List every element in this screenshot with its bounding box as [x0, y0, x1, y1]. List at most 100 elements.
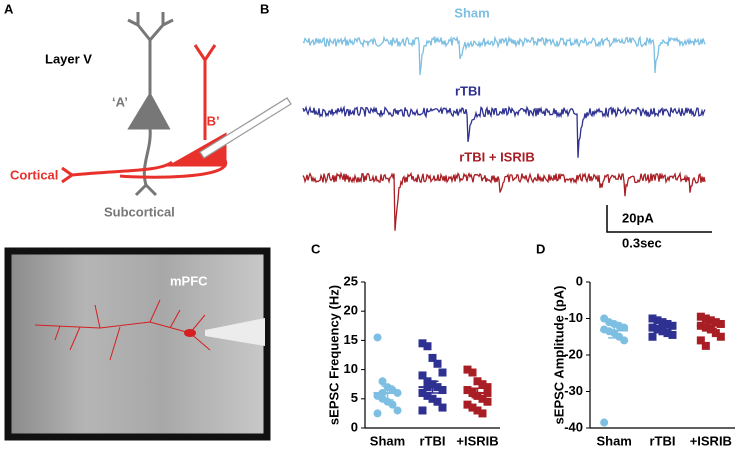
data-point — [463, 386, 472, 395]
data-point — [668, 330, 677, 339]
panel-letter: C — [311, 241, 321, 256]
trace — [302, 105, 706, 158]
data-point — [663, 319, 672, 328]
neuron-diagram: Layer V ‘A’ ‘B’ Cortical Subcortical — [10, 12, 292, 219]
y-tick-label: -30 — [564, 383, 583, 398]
x-tick-label: Sham — [370, 433, 405, 448]
micrograph: mPFC — [4, 247, 271, 441]
data-point — [483, 383, 492, 392]
data-point — [418, 371, 427, 380]
panel-letter: D — [536, 241, 545, 256]
data-point — [658, 318, 667, 327]
error-bar — [426, 380, 439, 394]
x-tick-label: rTBI — [650, 433, 676, 448]
data-point — [373, 409, 382, 418]
data-point — [711, 318, 720, 327]
trace — [302, 171, 706, 231]
data-point — [701, 314, 710, 323]
scale-label: 20pA — [622, 210, 654, 225]
pathway-label: Cortical — [10, 167, 58, 182]
error-bar — [381, 385, 394, 401]
data-point — [433, 359, 442, 368]
data-point — [438, 386, 447, 395]
data-point — [663, 329, 672, 338]
data-point — [696, 312, 705, 321]
data-point — [468, 368, 477, 377]
data-point — [428, 394, 437, 403]
data-point — [706, 325, 715, 334]
pathway-label: Subcortical — [104, 204, 175, 219]
panel-letter: B — [260, 1, 269, 16]
error-bar — [656, 325, 669, 331]
y-tick-label: 25 — [344, 273, 358, 288]
y-tick-label: -10 — [564, 310, 583, 325]
trace-label: rTBI + ISRIB — [459, 149, 535, 164]
trace-label: Sham — [454, 5, 489, 20]
data-point — [388, 400, 397, 409]
data-point — [478, 394, 487, 403]
neuron-label: ‘B’ — [203, 113, 220, 128]
data-point — [418, 339, 427, 348]
data-point — [648, 314, 657, 323]
data-point — [418, 406, 427, 415]
error-bar — [704, 322, 717, 330]
image-label: mPFC — [170, 273, 208, 288]
trace — [302, 35, 706, 76]
x-tick-label: +ISRIB — [456, 433, 498, 448]
data-point — [668, 321, 677, 330]
y-tick-label: 15 — [344, 332, 358, 347]
data-point — [418, 388, 427, 397]
error-bar — [608, 322, 621, 339]
layer-label: Layer V — [45, 51, 92, 66]
data-point — [463, 400, 472, 409]
data-point — [393, 406, 402, 415]
neuron-label: ‘A’ — [112, 94, 128, 109]
data-point — [378, 377, 387, 386]
panel-letter: A — [4, 1, 14, 16]
data-point — [711, 329, 720, 338]
data-point — [648, 332, 657, 341]
data-point — [706, 316, 715, 325]
data-point — [438, 403, 447, 412]
data-point — [600, 418, 609, 427]
y-tick-label: 0 — [351, 419, 358, 434]
data-point — [428, 353, 437, 362]
y-axis-title: sEPSC Frequency (Hz) — [326, 285, 341, 425]
data-point — [716, 332, 725, 341]
data-point — [478, 409, 487, 418]
y-tick-label: 10 — [344, 361, 358, 376]
x-tick-label: rTBI — [420, 433, 446, 448]
scale-label: 0.3sec — [622, 235, 662, 250]
data-point — [473, 377, 482, 386]
data-point — [473, 406, 482, 415]
data-point — [658, 327, 667, 336]
data-point — [438, 368, 447, 377]
trace-label: rTBI — [455, 83, 481, 98]
data-point — [423, 391, 432, 400]
data-point — [483, 397, 492, 406]
y-axis-title: sEPSC Amplitude (pA) — [551, 286, 566, 425]
y-tick-label: -20 — [564, 346, 583, 361]
data-point — [653, 316, 662, 325]
error-bar — [471, 387, 484, 399]
x-tick-label: +ISRIB — [690, 433, 732, 448]
data-point — [696, 336, 705, 345]
data-point — [478, 380, 487, 389]
data-point — [468, 403, 477, 412]
data-point — [620, 336, 629, 345]
data-point — [423, 342, 432, 351]
y-tick-label: 20 — [344, 303, 358, 318]
data-point — [463, 365, 472, 374]
y-tick-label: -40 — [564, 419, 583, 434]
traces: Sham rTBI rTBI + ISRIB 20pA 0.3sec — [302, 5, 712, 250]
panel-letters: A B C D — [4, 1, 545, 256]
data-point — [373, 333, 382, 342]
y-tick-label: 5 — [351, 390, 358, 405]
data-point — [716, 319, 725, 328]
x-tick-label: Sham — [596, 433, 631, 448]
data-point — [701, 341, 710, 350]
scale-bar — [606, 205, 712, 233]
data-point — [433, 397, 442, 406]
